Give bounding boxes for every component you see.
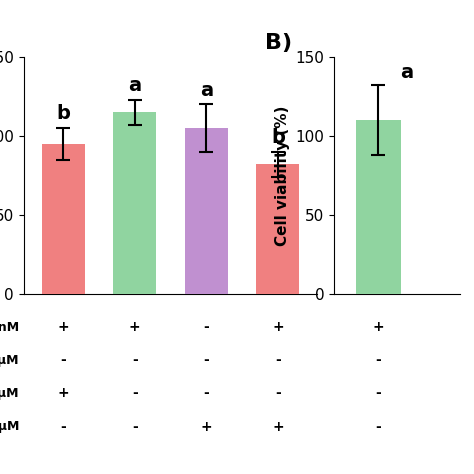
Text: -: - xyxy=(132,419,137,434)
Text: -: - xyxy=(203,386,209,401)
Text: +: + xyxy=(272,419,283,434)
Text: a: a xyxy=(200,81,213,100)
Text: +: + xyxy=(272,320,283,334)
Text: -: - xyxy=(132,386,137,401)
Text: -: - xyxy=(203,353,209,367)
Text: +: + xyxy=(57,320,69,334)
Text: SFN 2μM: SFN 2μM xyxy=(0,354,19,367)
Bar xyxy=(356,120,401,294)
Text: SFN 4μM: SFN 4μM xyxy=(0,387,19,400)
Text: -: - xyxy=(375,386,381,401)
Text: vit D 16 nM: vit D 16 nM xyxy=(0,320,19,334)
Y-axis label: Cell viability (%): Cell viability (%) xyxy=(275,105,290,246)
Text: -: - xyxy=(132,353,137,367)
Text: -: - xyxy=(60,353,66,367)
Text: -: - xyxy=(203,320,209,334)
Text: B): B) xyxy=(265,33,292,53)
Text: -: - xyxy=(375,353,381,367)
Text: b: b xyxy=(56,104,70,123)
Bar xyxy=(42,144,84,294)
Text: b: b xyxy=(271,128,285,147)
Text: +: + xyxy=(201,419,212,434)
Text: -: - xyxy=(275,386,281,401)
Text: a: a xyxy=(128,76,141,95)
Text: +: + xyxy=(373,320,384,334)
Text: -: - xyxy=(275,353,281,367)
Bar xyxy=(256,164,299,294)
Bar xyxy=(113,112,156,294)
Text: SFN 8μM: SFN 8μM xyxy=(0,420,19,433)
Text: a: a xyxy=(400,63,413,82)
Text: +: + xyxy=(57,386,69,401)
Bar xyxy=(185,128,228,294)
Text: -: - xyxy=(375,419,381,434)
Text: +: + xyxy=(129,320,140,334)
Text: -: - xyxy=(60,419,66,434)
